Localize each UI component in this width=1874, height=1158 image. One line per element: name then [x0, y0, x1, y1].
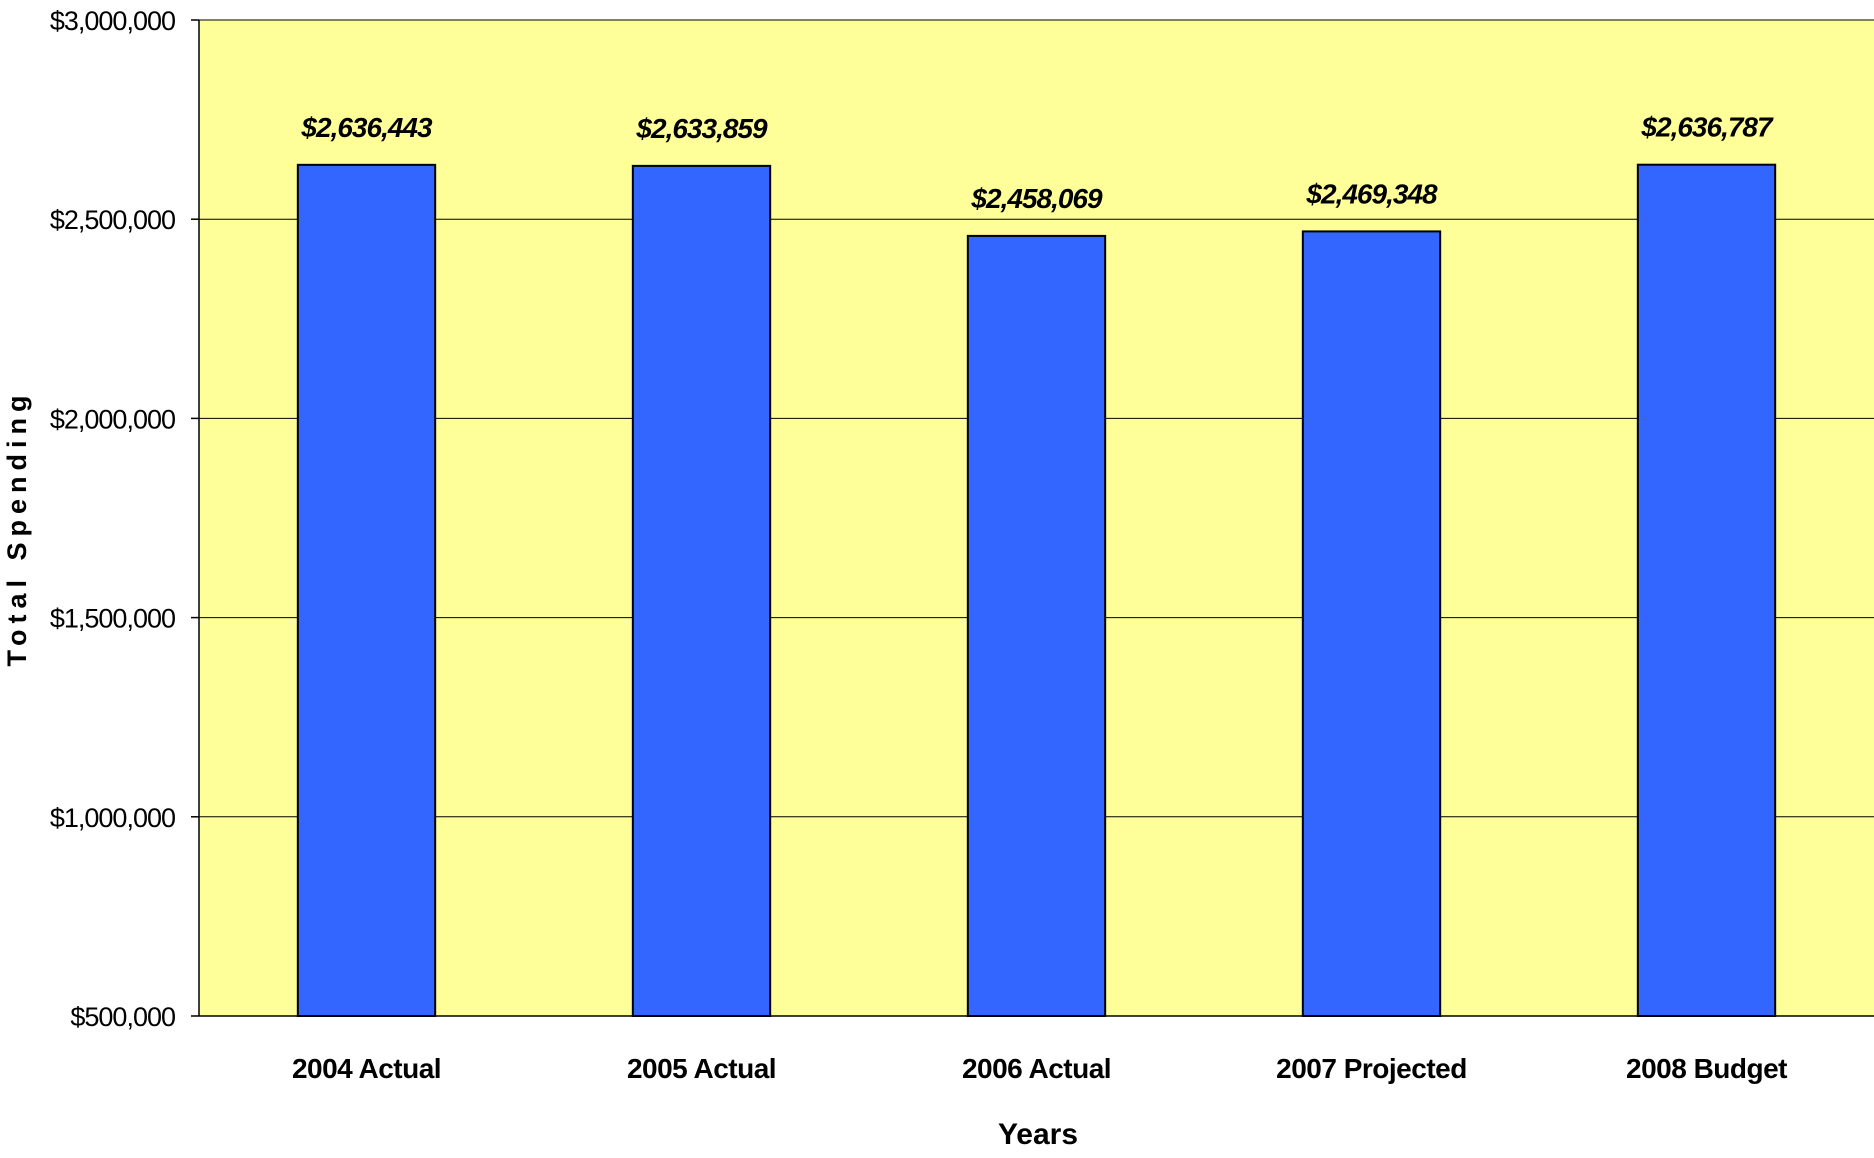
- y-tick-label: $2,000,000: [50, 404, 175, 434]
- bar: [1636, 163, 1777, 1018]
- bar-value-label: $2,458,069: [970, 183, 1103, 214]
- x-category-label: 2004 Actual: [292, 1053, 441, 1084]
- x-category-label: 2007 Projected: [1276, 1053, 1467, 1084]
- bar: [1301, 230, 1442, 1018]
- y-tick-label: $2,500,000: [50, 205, 175, 235]
- x-category-label: 2005 Actual: [627, 1053, 776, 1084]
- bar: [631, 164, 772, 1018]
- bar-value-label: $2,636,443: [300, 112, 433, 143]
- y-tick-label: $3,000,000: [50, 6, 175, 36]
- y-axis-title: Total Spending: [2, 390, 32, 667]
- y-tick-label: $1,000,000: [50, 803, 175, 833]
- bar: [966, 234, 1107, 1017]
- bar-value-label: $2,633,859: [635, 113, 768, 144]
- x-axis-title: Years: [998, 1118, 1078, 1151]
- y-tick-label: $500,000: [70, 1002, 175, 1032]
- bar-value-label: $2,636,787: [1640, 112, 1774, 143]
- x-category-label: 2006 Actual: [962, 1053, 1111, 1084]
- bar: [296, 163, 437, 1017]
- y-tick-label: $1,500,000: [50, 604, 175, 634]
- bar-value-label: $2,469,348: [1305, 178, 1438, 209]
- x-category-label: 2008 Budget: [1626, 1053, 1787, 1084]
